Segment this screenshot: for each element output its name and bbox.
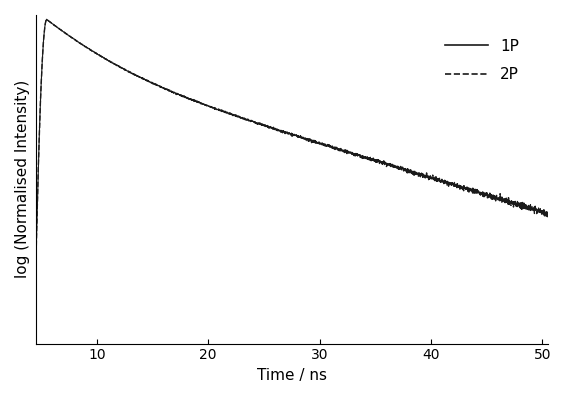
1P	[545, 213, 552, 218]
1P	[525, 208, 532, 213]
2P	[44, 17, 50, 22]
2P	[123, 68, 130, 73]
1P	[123, 68, 130, 73]
2P	[399, 165, 406, 170]
2P	[525, 206, 532, 211]
1P	[43, 17, 50, 21]
Legend: 1P, 2P: 1P, 2P	[439, 33, 525, 88]
Line: 2P: 2P	[36, 20, 548, 283]
2P	[174, 92, 181, 97]
1P	[532, 207, 539, 212]
1P	[158, 85, 165, 90]
1P	[174, 92, 181, 97]
1P	[32, 280, 39, 285]
2P	[545, 214, 552, 219]
2P	[32, 280, 39, 285]
X-axis label: Time / ns: Time / ns	[257, 368, 327, 383]
1P	[399, 166, 406, 170]
2P	[532, 207, 539, 211]
2P	[158, 85, 165, 90]
Y-axis label: log (Normalised Intensity): log (Normalised Intensity)	[15, 80, 30, 279]
Line: 1P: 1P	[36, 19, 548, 283]
